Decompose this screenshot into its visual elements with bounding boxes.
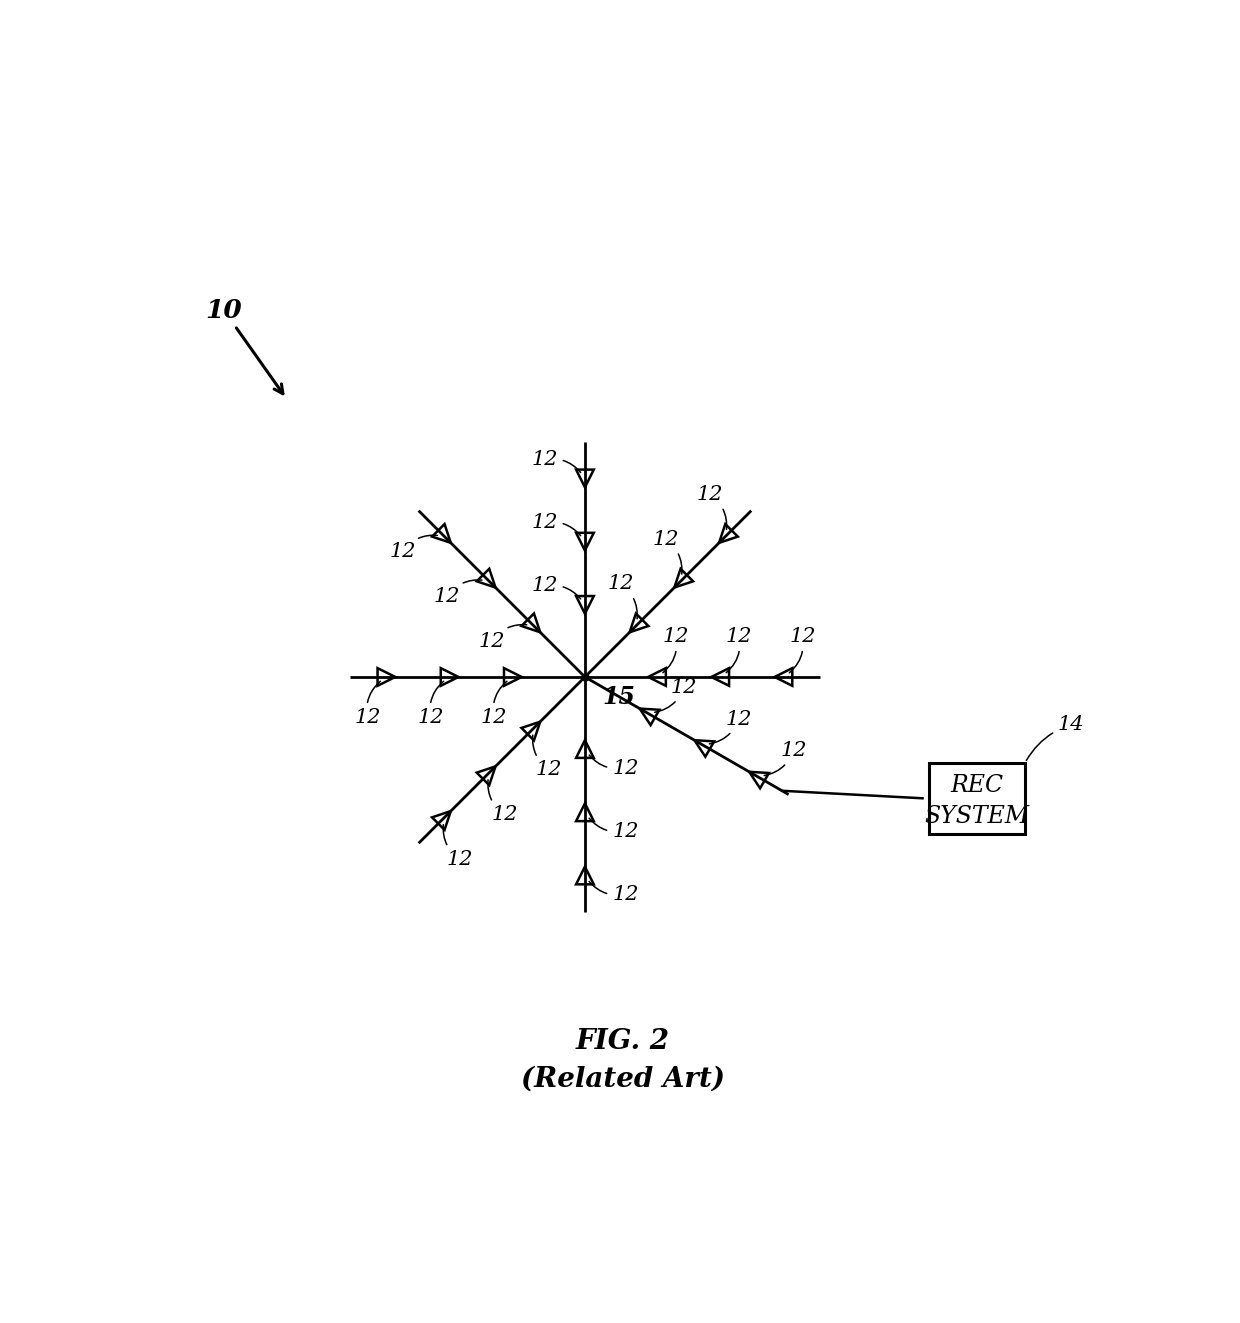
Text: 12: 12	[589, 881, 639, 904]
Bar	[929, 763, 1025, 833]
Text: 12: 12	[764, 741, 807, 775]
Text: 12: 12	[531, 450, 580, 472]
Text: 12: 12	[531, 577, 580, 599]
Text: 12: 12	[355, 681, 381, 726]
Text: 12: 12	[487, 779, 518, 824]
Text: 12: 12	[589, 755, 639, 778]
Text: 12: 12	[481, 681, 507, 726]
Text: 15: 15	[603, 684, 636, 709]
Text: 12: 12	[531, 513, 580, 536]
Text: 12: 12	[725, 627, 753, 672]
Text: (Related Art): (Related Art)	[521, 1065, 725, 1093]
Text: 12: 12	[589, 818, 639, 840]
Text: FIG. 2: FIG. 2	[575, 1028, 670, 1054]
Text: 12: 12	[479, 624, 527, 651]
Text: 12: 12	[389, 536, 438, 561]
Text: 12: 12	[533, 736, 563, 779]
Text: REC: REC	[950, 774, 1003, 798]
Text: 10: 10	[206, 298, 283, 394]
Text: 12: 12	[608, 574, 637, 619]
Text: 12: 12	[697, 486, 727, 529]
Text: SYSTEM: SYSTEM	[924, 804, 1029, 828]
Text: 12: 12	[652, 529, 682, 574]
Text: 12: 12	[709, 709, 751, 744]
Text: 12: 12	[418, 681, 444, 726]
Text: 12: 12	[443, 824, 472, 869]
Text: 12: 12	[789, 627, 816, 672]
Text: 14: 14	[1027, 714, 1084, 761]
Text: 12: 12	[662, 627, 689, 672]
Text: 12: 12	[434, 579, 482, 606]
Text: 12: 12	[655, 677, 697, 712]
